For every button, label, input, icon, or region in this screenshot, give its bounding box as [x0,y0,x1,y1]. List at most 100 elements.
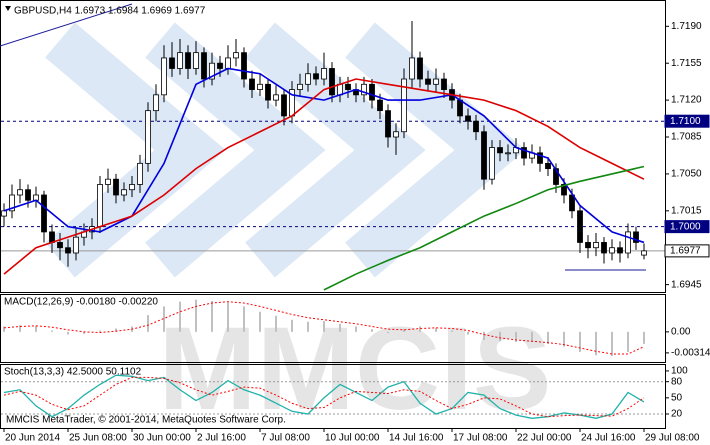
macd-bar [371,329,373,332]
candle-body [545,162,551,170]
x-tick-label: 22 Jul 00:00 [517,433,572,444]
macd-bar [595,331,597,356]
candle-body [137,162,143,185]
chart-title: GBPUSD,H4 1.6973 1.6984 1.6969 1.6977 [14,6,206,17]
candle-body [73,236,79,254]
candle-body [145,110,151,164]
candle-body [201,52,207,80]
stoch-panel [0,364,666,429]
macd-bar [419,326,421,332]
candle-body [17,189,23,196]
macd-bar [51,330,53,332]
candle-body [169,57,175,69]
candle-body [337,83,343,96]
price-box [664,244,710,258]
candle-body [521,147,527,159]
candle-body [97,184,103,228]
y-tick-label: 1.6945 [671,279,702,290]
logo-chevron [245,22,426,278]
macd-bar [163,306,165,332]
candle-body [593,242,599,249]
candle-body [177,52,183,69]
macd-bar [483,331,485,340]
y-tick-label: 50 [671,392,683,403]
macd-bar [499,331,501,342]
candle-body [321,68,327,80]
candle-body [473,120,479,133]
macd-bar [387,331,389,334]
moving-average [3,67,645,244]
macd-bar [67,331,69,335]
candle-body [329,68,335,96]
macd-bar [467,331,469,335]
candle-body [633,231,639,243]
candle-body [185,52,191,69]
footer: MMCIS MetaTrader, © 2001-2014, MetaQuote… [6,415,286,426]
macd-bar [35,325,37,332]
macd-bar [99,330,101,332]
macd-bar [611,331,613,356]
macd-bar [211,301,213,332]
macd-bar [3,326,5,332]
macd-bar [563,331,565,347]
candle-body [385,110,391,138]
candle-body [433,78,439,85]
x-tick-label: 14 Jul 16:00 [389,433,444,444]
price-box [664,220,710,234]
candle-body [25,189,31,201]
y-tick-label: -0.00314 [671,348,710,359]
macd-bar [259,311,261,332]
candle-body [105,178,111,185]
candle-body [369,83,375,101]
candle-body [609,247,615,254]
macd-bar [451,330,453,332]
candle-body [273,94,279,101]
candle-body [233,52,239,59]
candle-body [361,83,367,96]
y-tick-label: 100 [671,366,688,377]
macd-bar [355,326,357,332]
candle-body [209,62,215,80]
y-tick-label: 1.7015 [671,205,702,216]
candle-body [41,194,47,233]
y-tick-label: 20 [671,409,683,420]
candle-body [129,184,135,191]
macd-bar [291,319,293,332]
macd-title: MACD(12,26,9) -0.00180 -0.00220 [4,297,158,308]
macd-bar [339,323,341,332]
candle-body [577,210,583,243]
candle-body [401,78,407,133]
candle-body [505,152,511,155]
macd-bar [627,331,629,352]
candle-body [153,94,159,112]
logo-chevron [45,22,226,278]
candle-body [465,115,471,122]
candle-body [65,247,71,254]
y-tick-label: 0.00 [671,326,691,337]
candle-body [585,242,591,249]
x-tick-label: 7 Jul 08:00 [261,433,310,444]
moving-average [323,165,645,291]
price-box [664,114,710,128]
candle-body [225,57,231,69]
candle-body [425,78,431,85]
candle-body [1,210,7,217]
macd-bar [115,328,117,332]
candle-body [441,78,447,90]
candle-body [537,152,543,164]
x-tick-label: 2 Jul 16:00 [197,433,246,444]
candle-body [281,94,287,117]
x-tick-label: 10 Jul 00:00 [325,433,380,444]
macd-bar [19,325,21,332]
candle-body [601,242,607,254]
price-box-label: 1.7100 [670,116,701,127]
macd-bar [515,331,517,342]
candle-body [121,189,127,196]
x-tick-label: 20 Jun 2014 [5,433,60,444]
candle-body [393,131,399,138]
macd-bar [579,331,581,352]
candle-body [377,99,383,112]
macd-panel [0,294,666,363]
macd-bar [179,301,181,332]
